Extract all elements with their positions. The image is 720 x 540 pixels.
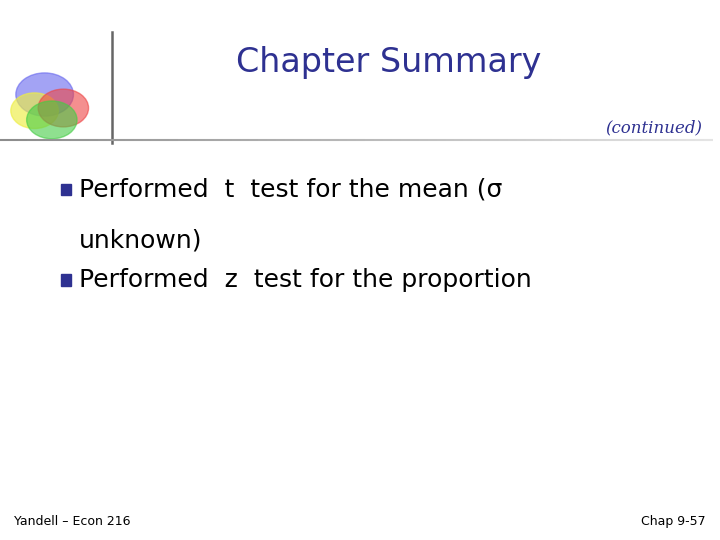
Text: Chapter Summary: Chapter Summary [236, 45, 541, 79]
Bar [61, 184, 71, 195]
Text: Yandell – Econ 216: Yandell – Econ 216 [14, 515, 131, 528]
Circle shape [27, 101, 77, 139]
Circle shape [16, 73, 73, 116]
Text: unknown): unknown) [79, 229, 203, 253]
Circle shape [11, 93, 58, 129]
Circle shape [38, 89, 89, 127]
Text: (continued): (continued) [605, 119, 702, 136]
Text: Performed  z  test for the proportion: Performed z test for the proportion [79, 268, 532, 292]
Bar [61, 274, 71, 286]
Text: Chap 9-57: Chap 9-57 [641, 515, 706, 528]
Text: Performed  t  test for the mean (σ: Performed t test for the mean (σ [79, 178, 503, 201]
